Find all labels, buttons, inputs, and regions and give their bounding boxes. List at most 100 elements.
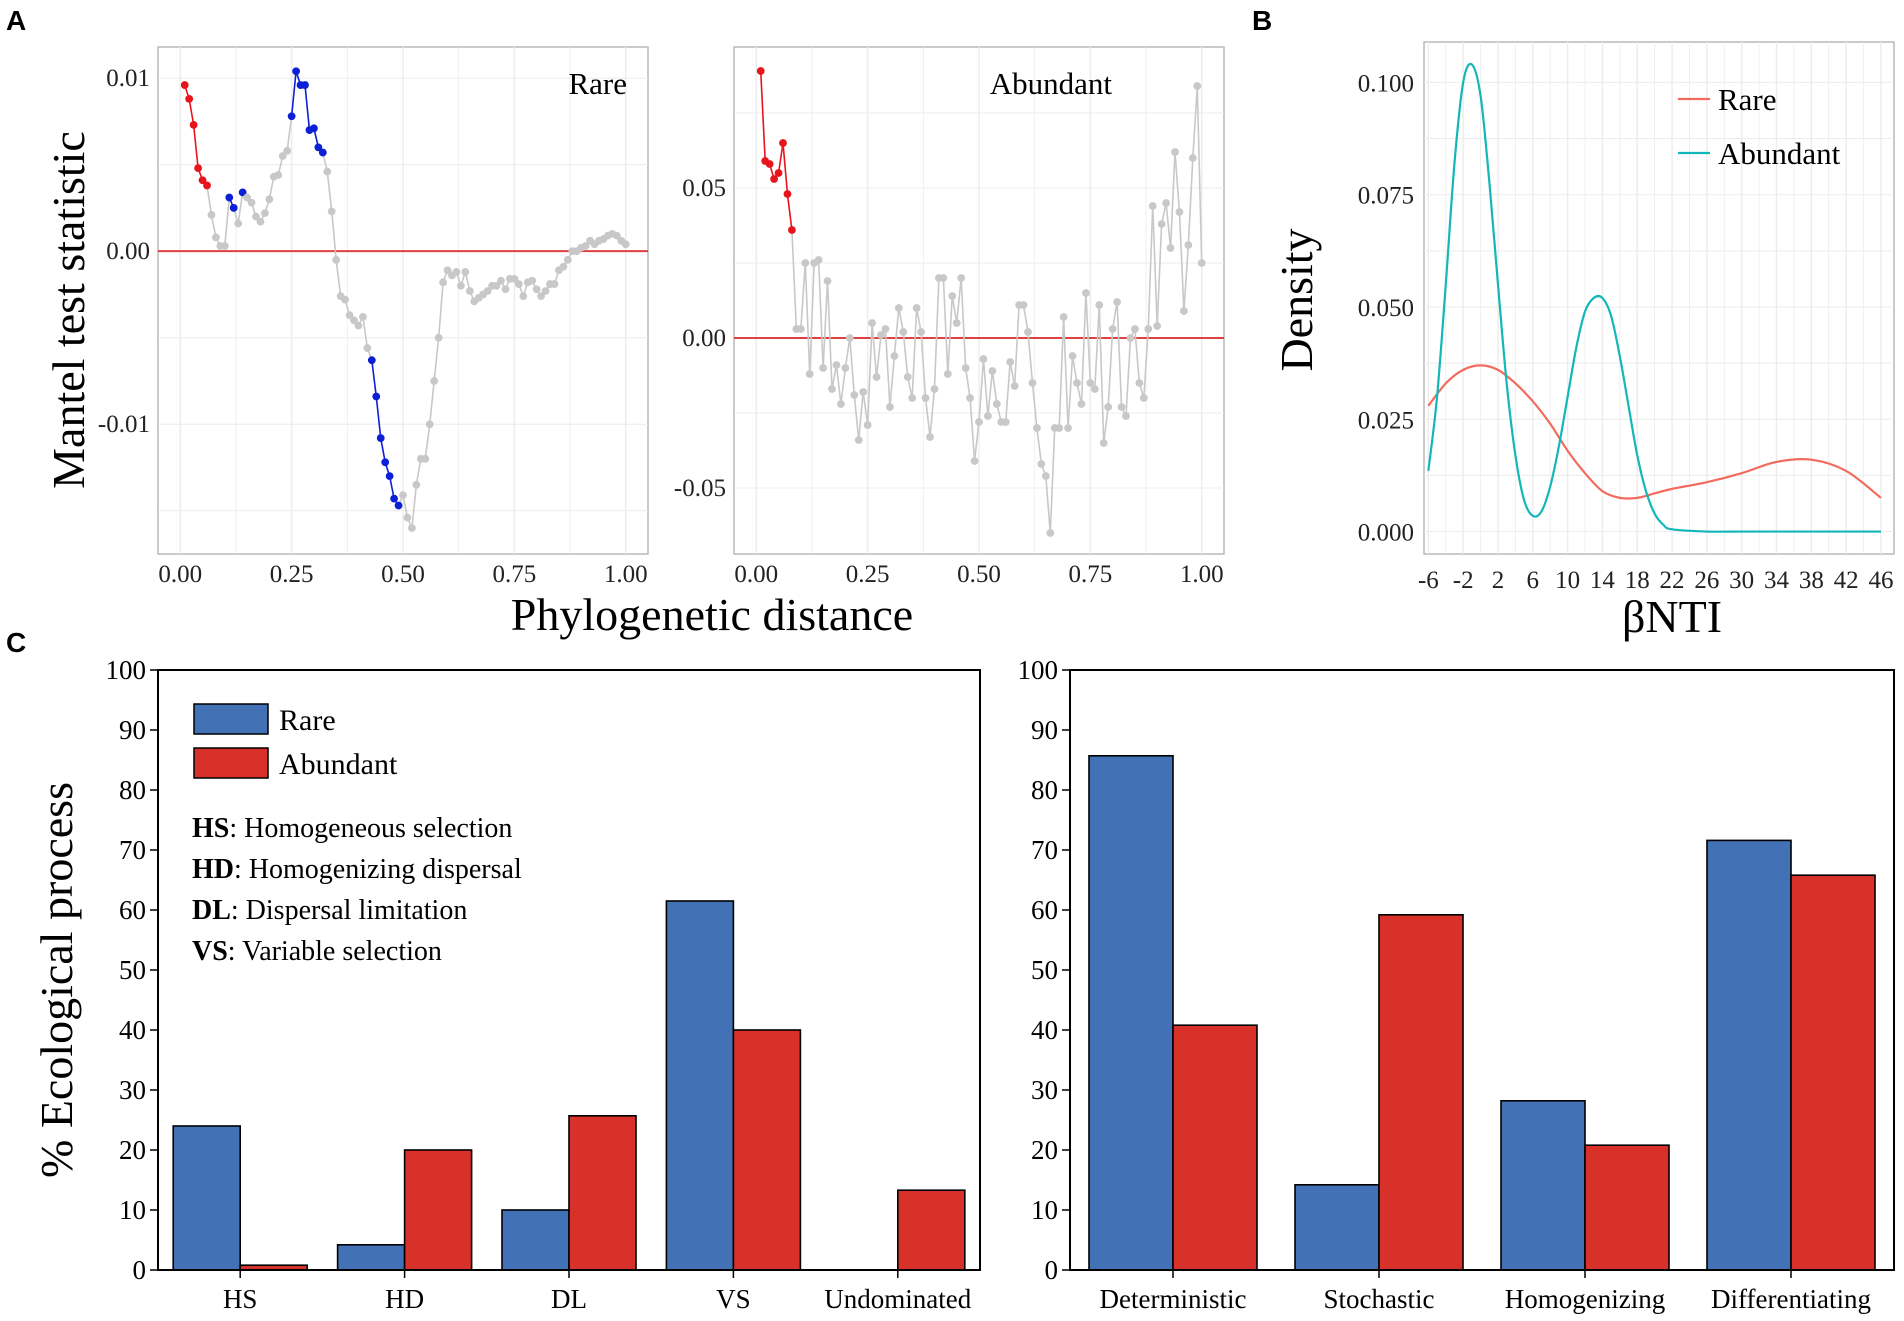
data-point <box>434 333 443 342</box>
process-legend: Rare Abundant <box>193 703 398 781</box>
data-point <box>198 176 207 185</box>
series-segment <box>1045 475 1052 534</box>
data-point <box>185 95 194 103</box>
data-point <box>894 304 903 312</box>
x-tick-label: 0.25 <box>270 561 314 588</box>
x-tick-label: 6 <box>1527 567 1540 594</box>
series-segment <box>1031 382 1038 429</box>
y-tick-label: 60 <box>119 895 146 925</box>
y-tick-label: 80 <box>119 775 146 805</box>
data-point <box>394 501 403 510</box>
data-point <box>1041 472 1050 480</box>
data-point <box>550 280 559 288</box>
data-point <box>801 259 810 267</box>
data-point <box>621 240 630 249</box>
data-point <box>430 377 439 385</box>
data-point <box>1162 199 1170 207</box>
y-tick-label: -0.05 <box>674 475 726 502</box>
definition-abbr: HD <box>192 854 234 885</box>
definition-vs: VS: Variable selection <box>192 936 442 967</box>
series-segment <box>206 185 213 215</box>
series-segment <box>375 396 382 439</box>
series-segment <box>920 331 927 399</box>
data-point <box>1010 382 1019 390</box>
series-segment <box>1169 151 1176 249</box>
mantel-abundant-title: Abundant <box>990 66 1113 101</box>
bar-abundant <box>403 1149 473 1271</box>
series-segment <box>411 484 418 529</box>
data-point <box>850 391 859 399</box>
y-tick-label: 60 <box>1031 895 1058 925</box>
x-tick-label: 42 <box>1834 567 1859 594</box>
data-point <box>872 373 881 381</box>
data-point <box>845 334 854 342</box>
data-point <box>563 255 572 264</box>
data-point <box>381 458 390 467</box>
density-legend: Rare Abundant <box>1678 82 1841 171</box>
series-segment <box>964 367 971 399</box>
data-point <box>452 268 461 276</box>
data-point <box>975 418 983 426</box>
series-segment <box>1009 361 1016 387</box>
x-tick-label: 0.25 <box>846 561 890 588</box>
definition-text: : Homogeneous selection <box>229 813 512 844</box>
process-ylabel: % Ecological process <box>31 782 82 1178</box>
y-tick-label: 10 <box>1031 1195 1058 1225</box>
data-point <box>220 242 229 250</box>
data-point <box>483 287 492 295</box>
series-segment <box>428 380 435 425</box>
series-segment <box>817 259 824 369</box>
density-curve-rare <box>1427 364 1882 500</box>
x-tick-label: 0.75 <box>492 561 536 588</box>
data-point <box>238 188 247 197</box>
series-segment <box>955 277 962 324</box>
series-segment <box>1085 292 1092 384</box>
series-segment <box>1067 355 1074 429</box>
data-point <box>350 316 358 325</box>
data-point <box>886 403 894 411</box>
data-point <box>1184 241 1193 249</box>
data-point <box>323 167 332 176</box>
series-segment <box>188 98 195 126</box>
series-segment <box>898 307 905 333</box>
x-tick-label: 0.00 <box>158 561 202 588</box>
legend-label-abundant: Abundant <box>279 748 398 781</box>
data-point <box>399 491 407 500</box>
x-tick-label: 38 <box>1799 567 1824 594</box>
x-tick-label: -6 <box>1418 567 1439 594</box>
definition-abbr: HS <box>192 813 229 844</box>
data-point <box>890 352 899 360</box>
x-tick-label: 30 <box>1729 567 1754 594</box>
series-segment <box>844 337 851 369</box>
mantel-abundant-chart: Abundant 0.00 0.25 0.50 0.75 1.00 0.05 0… <box>674 46 1225 588</box>
mantel-ylabel: Mantel test statistic <box>43 131 94 489</box>
data-point <box>957 274 966 282</box>
data-point <box>765 160 774 168</box>
series-segment <box>192 124 199 169</box>
series-segment <box>1151 205 1158 327</box>
data-point <box>408 524 416 532</box>
series-segment <box>362 316 369 349</box>
phylo-xlabel: Phylogenetic distance <box>511 589 913 640</box>
data-point <box>243 193 251 202</box>
data-point <box>1028 379 1037 387</box>
density-ylabel: Density <box>1271 228 1322 371</box>
data-point <box>903 373 912 381</box>
series-segment <box>973 421 980 462</box>
data-point <box>921 394 930 402</box>
series-segment <box>791 229 798 330</box>
x-tick-label: 46 <box>1868 567 1893 594</box>
data-point <box>528 276 537 285</box>
bar-abundant <box>732 1029 802 1271</box>
data-point <box>1144 325 1153 333</box>
series-segment <box>1022 304 1029 333</box>
bar-rare <box>1294 1184 1380 1271</box>
data-point <box>332 255 341 264</box>
data-point <box>828 385 836 393</box>
data-point <box>461 268 470 276</box>
series-segment <box>1183 244 1190 312</box>
data-point <box>805 370 814 378</box>
y-tick-label: 0 <box>1045 1255 1059 1285</box>
data-point <box>318 148 327 157</box>
